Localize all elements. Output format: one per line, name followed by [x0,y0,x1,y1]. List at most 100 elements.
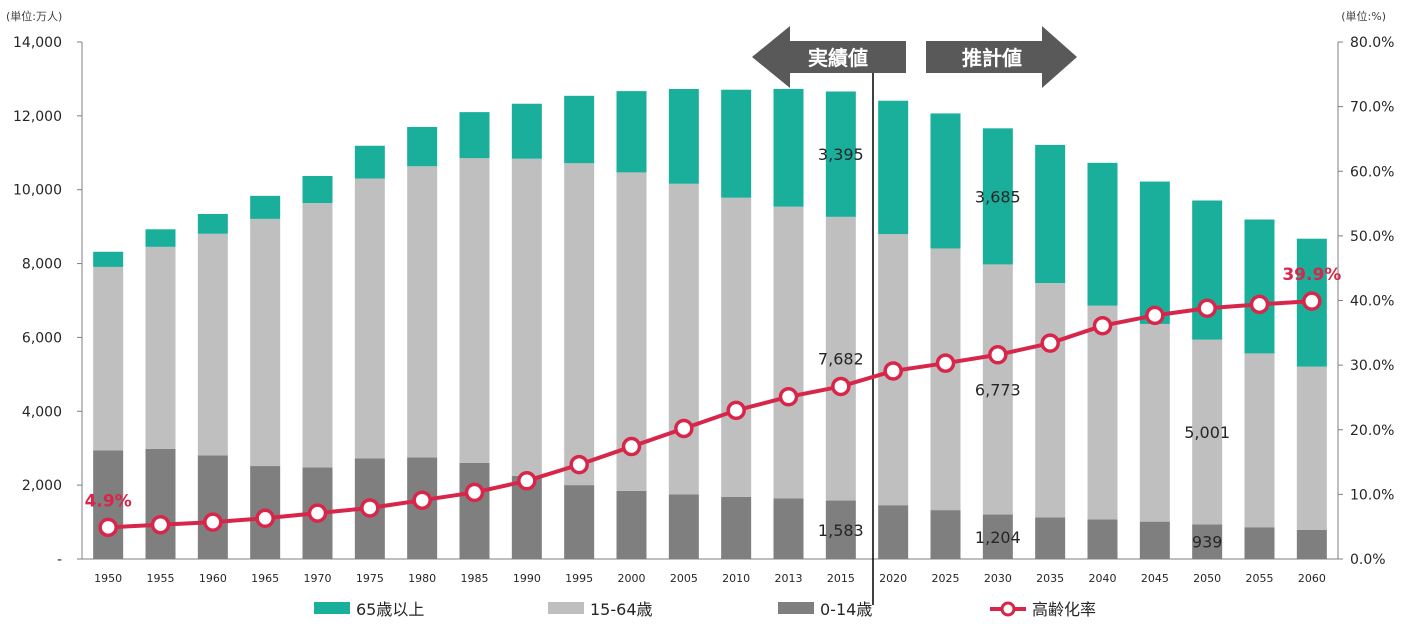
x-tick-label: 2000 [618,572,646,585]
bar-value-label: 6,773 [975,380,1021,399]
aging-rate-point [831,376,851,397]
aging-rate-point [935,353,956,373]
bar-segment [564,485,595,559]
bar-segment [1087,162,1118,306]
bar-segment [721,89,752,198]
bar-segment [1087,519,1118,559]
bar-segment [250,218,281,467]
bar-value-label: 5,001 [1184,423,1230,442]
right-tick-label: 60.0% [1350,164,1394,180]
bar-segment [1087,305,1118,520]
aging-rate-point [1302,291,1322,311]
legend-label: 0-14歳 [820,600,872,619]
bar-value-label: 1,583 [818,521,864,540]
bar-segment [1192,200,1223,340]
left-tick-label: 2,000 [22,478,62,494]
actual-arrow-label: 実績値 [808,46,868,70]
bar-value-label: 939 [1192,533,1223,552]
aging-rate-point [1145,305,1165,326]
bar-segment [197,455,228,559]
bar-segment [721,496,752,559]
aging-rate-line [108,299,1312,530]
bar-segment [93,450,124,559]
bar-segment [982,264,1013,515]
legend-swatch [548,602,584,614]
legend-marker [1000,601,1016,617]
left-tick-label: 10,000 [13,183,62,199]
bar-segment [616,490,647,559]
aging-rate-point [569,454,589,475]
bar-segment [354,145,385,179]
left-tick-label: 4,000 [22,404,62,420]
bar-segment [564,163,595,486]
bar-segment [93,251,124,267]
bar-value-label: 3,685 [975,187,1021,206]
right-tick-label: 50.0% [1350,229,1394,245]
legend-label: 65歳以上 [356,600,424,619]
aging-rate-point [412,490,432,510]
x-tick-label: 1970 [304,572,332,585]
bar-segment [878,100,909,235]
bar-segment [1035,144,1066,284]
bar-segment [1139,181,1170,324]
x-tick-label: 2010 [722,572,750,585]
bar-segment [1244,353,1275,528]
bar-segment [197,214,228,234]
right-tick-label: 40.0% [1350,294,1394,310]
x-tick-label: 2013 [775,572,803,585]
x-tick-label: 1985 [461,572,489,585]
left-tick-label: - [57,552,62,568]
right-tick-label: 20.0% [1350,423,1394,439]
right-unit-label: (単位:%) [1341,9,1386,23]
bar-segment [930,510,961,559]
bar-segment [616,91,647,173]
bar-segment [145,448,176,559]
legend-label: 15-64歳 [590,600,653,619]
bar-segment [407,126,438,167]
x-tick-label: 2015 [827,572,855,585]
x-tick-label: 1955 [147,572,175,585]
right-tick-label: 0.0% [1350,552,1386,568]
x-tick-label: 2050 [1193,572,1221,585]
bar-segment [1035,283,1066,518]
bar-segment [1244,219,1275,354]
bar-segment [1244,527,1275,559]
bar-segment [1139,323,1170,522]
right-tick-label: 30.0% [1350,358,1394,374]
x-tick-label: 1995 [565,572,593,585]
aging-rate-point [98,517,118,538]
aging-rate-point [464,482,485,503]
right-tick-label: 10.0% [1350,487,1394,503]
x-tick-label: 2005 [670,572,698,585]
aging-rate-point [1197,298,1217,319]
legend-swatch [778,602,814,614]
aging-rate-point [360,498,380,518]
x-tick-label: 1960 [199,572,227,585]
bar-value-label: 7,682 [818,350,864,369]
bar-segment [721,197,752,497]
x-tick-label: 1980 [408,572,436,585]
bar-segment [982,128,1013,265]
bar-segment [1192,339,1223,525]
bar-segment [930,113,961,249]
bar-segment [668,183,699,495]
aging-rate-point [1092,315,1113,336]
bar-segment [1296,529,1327,559]
left-tick-label: 12,000 [13,109,62,125]
x-tick-label: 2035 [1036,572,1064,585]
x-tick-label: 2045 [1141,572,1169,585]
bar-segment [825,216,856,501]
bar-segment [354,178,385,459]
aging-rate-point [778,387,799,407]
bar-segment [668,88,699,184]
bar-segment [511,103,542,159]
aging-rate-point [726,400,746,421]
bar-segment [93,266,124,451]
x-tick-label: 2040 [1089,572,1117,585]
aging-rate-point [1249,294,1270,315]
forecast-arrow-label: 推計値 [962,46,1022,70]
aging-rate-point [307,503,328,523]
x-tick-label: 2030 [984,572,1012,585]
bar-segment [878,505,909,559]
